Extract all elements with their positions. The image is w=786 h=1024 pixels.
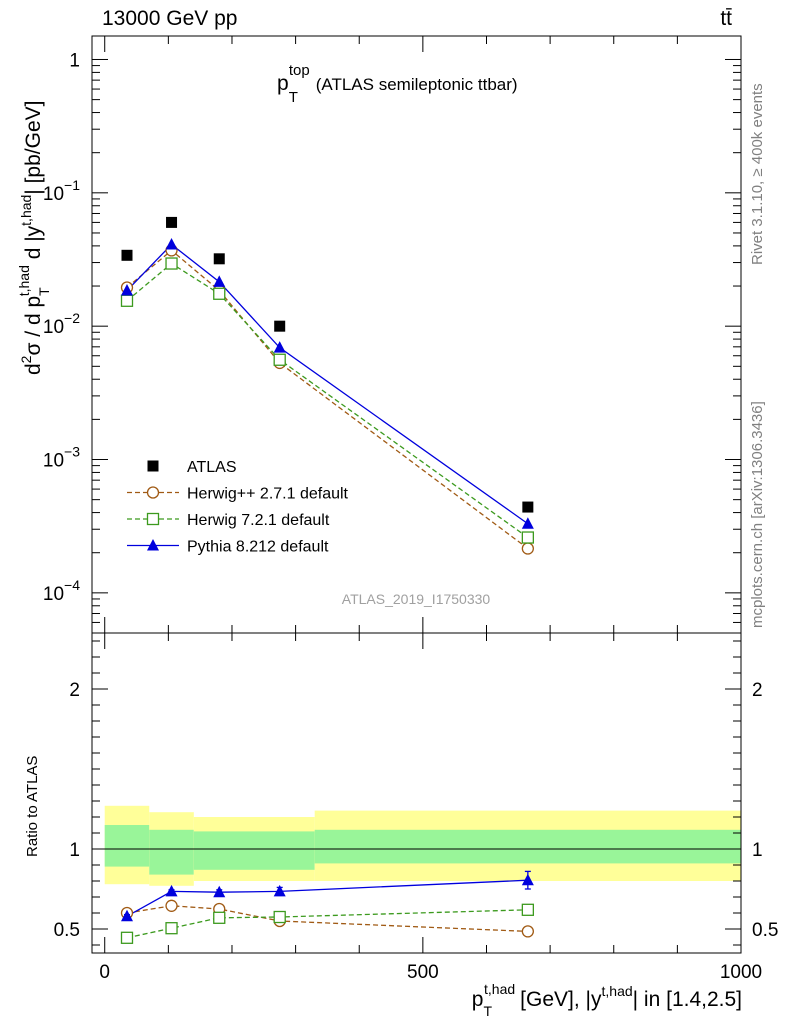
y-tick-label: 10−1	[43, 177, 80, 205]
ratio-y-tick-label-right: 0.5	[752, 920, 778, 941]
data-point	[521, 531, 534, 544]
legend-label: Herwig 7.2.1 default	[187, 512, 330, 529]
ratio-point	[165, 884, 178, 897]
x-tick-label: 500	[407, 962, 439, 983]
ratio-y-tick-label: 2	[69, 680, 80, 701]
series-line	[126, 243, 529, 525]
ratio-point	[120, 931, 134, 944]
ratio-point	[521, 925, 534, 938]
ratio-point	[521, 903, 534, 916]
upper-axis-ticks: 1 10−1 10−2 10−3 10−4	[43, 36, 742, 634]
data-point	[213, 287, 226, 300]
legend-marker	[146, 512, 160, 526]
data-point	[213, 275, 226, 287]
ratio-point	[213, 911, 226, 924]
upper-series	[120, 216, 534, 555]
ratio-panel: 0.5 0.5 1 1 2 2 0 500 1000 Ratio to ATLAS pTt,ha…	[24, 632, 778, 1019]
data-point	[120, 284, 133, 296]
ratio-uncertainty-bands	[104, 805, 741, 886]
legend-label: Herwig++ 2.7.1 default	[187, 486, 349, 503]
ratio-axis-ticks: 0.5 0.5 1 1 2 2 0 500 1000	[54, 633, 778, 983]
y-tick-label: 1	[69, 50, 80, 71]
uncertainty-band-inner	[149, 829, 194, 875]
data-point	[166, 216, 178, 228]
ratio-series	[120, 870, 534, 944]
ratio-point	[165, 922, 178, 935]
process-label: tt̄	[720, 7, 732, 30]
energy-label: 13000 GeV pp	[102, 7, 237, 30]
legend-marker	[146, 486, 160, 499]
ratio-y-tick-label: 1	[69, 840, 80, 861]
data-point	[165, 257, 178, 270]
data-point	[213, 253, 225, 265]
ratio-panel-frame	[91, 632, 742, 954]
data-point	[274, 320, 286, 332]
ratio-y-tick-label-right: 2	[752, 680, 763, 701]
analysis-id: ATLAS_2019_I1750330	[342, 591, 491, 607]
x-axis-label: pTt,had [GeV], |yt,had| in [1.4,2.5]	[472, 981, 742, 1019]
y-tick-label: 10−3	[43, 444, 80, 472]
legend: ATLAS Herwig++ 2.7.1 default Herwig 7.2.1 …	[127, 459, 349, 556]
legend-label: ATLAS	[187, 459, 237, 476]
rivet-side-label: Rivet 3.1.10, ≥ 400k events	[749, 83, 766, 265]
ratio-point	[120, 909, 133, 922]
legend-marker	[147, 539, 159, 551]
data-point	[522, 501, 534, 513]
uncertainty-band-inner	[314, 829, 741, 864]
ratio-point	[273, 910, 286, 924]
data-point	[273, 341, 286, 353]
x-tick-label: 1000	[720, 962, 762, 983]
legend-marker	[147, 460, 159, 472]
mcplots-side-label: mcplots.cern.ch [arXiv:1306.3436]	[749, 401, 766, 628]
y-tick-label: 10−4	[43, 577, 80, 605]
uncertainty-band-inner	[193, 831, 315, 870]
data-point	[120, 294, 134, 307]
ratio-point	[273, 884, 286, 897]
ratio-point	[213, 885, 226, 898]
ratio-y-tick-label: 0.5	[54, 920, 80, 941]
data-point	[273, 353, 286, 366]
legend-label: Pythia 8.212 default	[187, 539, 329, 556]
main-title: pTtop(ATLAS semileptonic ttbar)	[277, 62, 518, 106]
data-point	[165, 237, 178, 250]
series-line	[126, 249, 529, 550]
y-tick-label: 10−2	[43, 310, 80, 338]
uncertainty-band-inner	[104, 825, 150, 867]
ratio-y-tick-label-right: 1	[752, 840, 763, 861]
x-tick-label: 0	[99, 962, 110, 983]
data-point	[521, 542, 534, 555]
ratio-line	[126, 905, 528, 933]
data-point	[121, 249, 133, 261]
ratio-point	[521, 873, 534, 886]
ratio-line	[126, 909, 528, 939]
main-panel: 1 10−1 10−2 10−3 10−4 pTtop(ATLAS semilepton…	[16, 35, 742, 634]
ratio-point	[165, 899, 178, 912]
data-point	[521, 517, 534, 529]
ratio-y-axis-label: Ratio to ATLAS	[24, 756, 41, 857]
main-y-axis-label: d2σ / d pTt,had d |yt,had| [pb/GeV]	[16, 101, 52, 375]
